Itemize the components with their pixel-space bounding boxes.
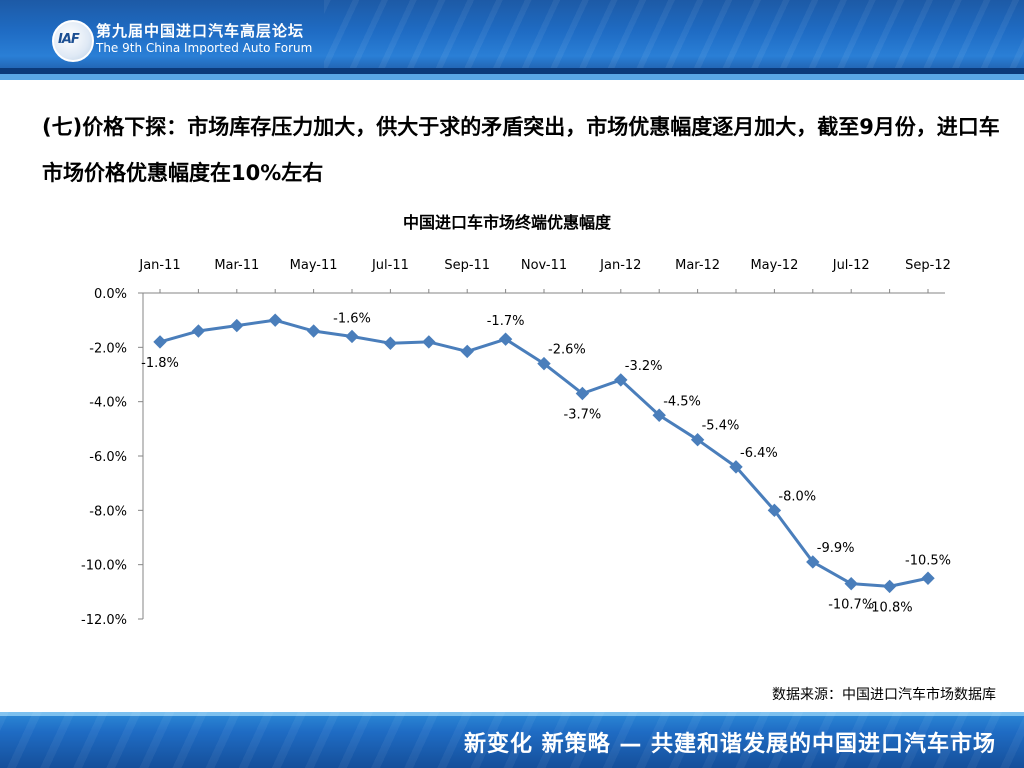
- data-point-marker: [614, 373, 628, 387]
- footer-stripe: [0, 712, 1024, 716]
- data-label: -10.5%: [905, 553, 951, 568]
- data-point-marker: [153, 335, 167, 349]
- data-label: -6.4%: [740, 446, 778, 461]
- data-point-marker: [345, 329, 359, 344]
- y-tick-label: -2.0%: [89, 341, 127, 356]
- data-point-marker: [729, 460, 743, 474]
- data-point-marker: [806, 555, 820, 569]
- data-label: -1.6%: [333, 311, 371, 326]
- data-source-note: 数据来源：中国进口汽车市场数据库: [772, 687, 996, 703]
- x-tick-label: Mar-11: [214, 258, 259, 273]
- data-point-marker: [882, 579, 897, 594]
- x-tick-label: Mar-12: [675, 258, 720, 273]
- data-point-marker: [422, 335, 436, 349]
- data-point-marker: [575, 386, 590, 401]
- header-decoration: [324, 0, 1024, 80]
- header-banner: IAF 第九届中国进口汽车高层论坛 The 9th China Imported…: [0, 0, 1024, 80]
- data-point-marker: [767, 503, 782, 518]
- x-tick-label: Sep-11: [444, 258, 490, 273]
- data-point-marker: [268, 313, 282, 327]
- slide-headline: (七)价格下探：市场库存压力加大，供大于求的矛盾突出，市场优惠幅度逐月加大，截至…: [42, 115, 1000, 185]
- y-tick-label: -12.0%: [81, 613, 127, 628]
- forum-logo: IAF: [52, 20, 94, 62]
- data-point-marker: [921, 571, 935, 585]
- data-label: -10.8%: [867, 600, 913, 615]
- data-point-marker: [537, 356, 551, 371]
- y-tick-label: -6.0%: [89, 450, 127, 465]
- data-label: -9.9%: [817, 541, 855, 556]
- y-tick-label: -8.0%: [89, 504, 127, 519]
- data-label: -2.6%: [548, 343, 586, 358]
- data-label: -3.7%: [564, 408, 602, 423]
- footer-slogan: 新变化 新策略 — 共建和谐发展的中国进口汽车市场: [464, 732, 996, 757]
- data-point-marker: [230, 318, 244, 333]
- x-tick-label: May-11: [290, 258, 338, 273]
- x-tick-label: Sep-12: [905, 258, 951, 273]
- x-tick-label: Jul-11: [371, 258, 409, 273]
- x-tick-label: Jan-12: [599, 258, 641, 273]
- data-point-marker: [383, 336, 398, 350]
- forum-title-en: The 9th China Imported Auto Forum: [96, 41, 313, 55]
- logo-text: IAF: [58, 32, 80, 47]
- x-tick-label: May-12: [750, 258, 798, 273]
- data-point-marker: [191, 324, 206, 338]
- y-tick-label: -4.0%: [89, 396, 127, 411]
- data-label: -10.7%: [828, 598, 874, 613]
- x-tick-label: Nov-11: [521, 258, 567, 273]
- header-stripe-light: [0, 74, 1024, 80]
- y-tick-label: 0.0%: [94, 287, 127, 302]
- x-tick-label: Jul-12: [832, 258, 870, 273]
- x-tick-label: Jan-11: [138, 258, 180, 273]
- data-point-marker: [460, 344, 474, 359]
- data-label: -1.7%: [487, 314, 525, 329]
- data-label: -4.5%: [663, 394, 701, 409]
- data-point-marker: [844, 576, 858, 591]
- data-point-marker: [652, 408, 666, 422]
- data-label: -1.8%: [141, 356, 179, 371]
- footer-banner: 新变化 新策略 — 共建和谐发展的中国进口汽车市场: [0, 712, 1024, 768]
- chart-title: 中国进口车市场终端优惠幅度: [403, 213, 612, 232]
- data-point-marker: [690, 432, 705, 447]
- header-stripe: [0, 68, 1024, 74]
- data-point-marker: [498, 332, 513, 346]
- footer-decoration: [0, 712, 1024, 768]
- data-label: -3.2%: [625, 359, 663, 374]
- forum-title-cn: 第九届中国进口汽车高层论坛: [96, 22, 305, 40]
- y-tick-label: -10.0%: [81, 559, 127, 574]
- data-label: -5.4%: [702, 419, 740, 434]
- data-label: -8.0%: [778, 489, 816, 504]
- data-point-marker: [306, 324, 321, 338]
